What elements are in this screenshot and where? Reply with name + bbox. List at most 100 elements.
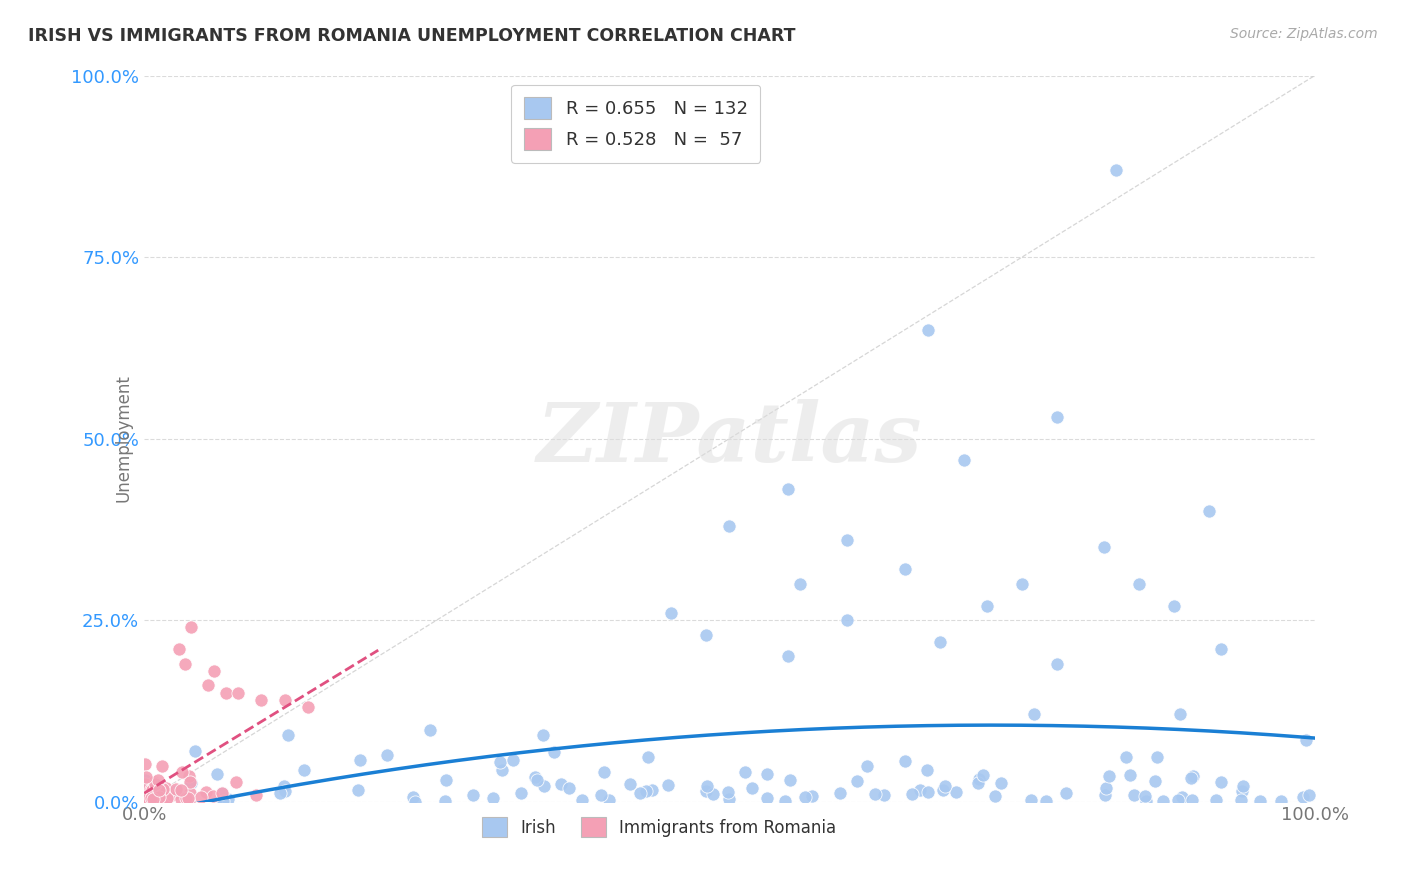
Point: [194, 785, 217, 799]
Point: [789, 576, 811, 591]
Point: [292, 763, 315, 777]
Point: [1095, 781, 1118, 796]
Point: [1054, 786, 1077, 800]
Point: [142, 792, 165, 806]
Point: [931, 783, 953, 797]
Point: [1146, 750, 1168, 764]
Point: [776, 649, 799, 664]
Text: Source: ZipAtlas.com: Source: ZipAtlas.com: [1230, 27, 1378, 41]
Point: [657, 779, 679, 793]
Point: [571, 792, 593, 806]
Point: [934, 779, 956, 793]
Point: [628, 786, 651, 800]
Point: [179, 786, 201, 800]
Point: [211, 786, 233, 800]
Point: [273, 784, 295, 798]
Point: [148, 790, 170, 805]
Point: [1181, 792, 1204, 806]
Point: [489, 755, 512, 769]
Point: [269, 787, 291, 801]
Point: [1094, 788, 1116, 802]
Point: [212, 794, 235, 808]
Point: [138, 790, 160, 805]
Point: [1270, 794, 1292, 808]
Point: [863, 788, 886, 802]
Point: [619, 777, 641, 791]
Point: [1167, 793, 1189, 807]
Point: [598, 792, 620, 806]
Point: [952, 453, 974, 467]
Point: [197, 678, 219, 692]
Point: [524, 770, 547, 784]
Point: [402, 789, 425, 804]
Point: [273, 693, 295, 707]
Point: [1295, 733, 1317, 747]
Point: [160, 788, 183, 802]
Point: [1152, 794, 1174, 808]
Point: [718, 792, 741, 806]
Point: [1092, 541, 1115, 555]
Point: [502, 753, 524, 767]
Point: [695, 784, 717, 798]
Point: [972, 767, 994, 781]
Point: [183, 744, 205, 758]
Point: [277, 728, 299, 742]
Point: [966, 776, 988, 790]
Point: [1119, 768, 1142, 782]
Point: [1046, 657, 1069, 671]
Point: [174, 657, 197, 671]
Point: [1135, 794, 1157, 808]
Point: [481, 791, 503, 805]
Point: [461, 788, 484, 802]
Point: [170, 764, 193, 779]
Point: [138, 793, 160, 807]
Point: [134, 772, 156, 787]
Point: [702, 788, 724, 802]
Point: [917, 763, 939, 777]
Point: [177, 794, 200, 808]
Point: [591, 789, 613, 803]
Point: [1022, 707, 1045, 722]
Point: [557, 780, 579, 795]
Point: [145, 777, 167, 791]
Text: IRISH VS IMMIGRANTS FROM ROMANIA UNEMPLOYMENT CORRELATION CHART: IRISH VS IMMIGRANTS FROM ROMANIA UNEMPLO…: [28, 27, 796, 45]
Point: [901, 787, 924, 801]
Point: [226, 686, 249, 700]
Point: [634, 784, 657, 798]
Point: [1105, 162, 1128, 177]
Point: [174, 790, 197, 805]
Point: [510, 786, 533, 800]
Point: [1292, 789, 1315, 804]
Point: [1168, 707, 1191, 722]
Point: [179, 769, 201, 783]
Point: [1163, 599, 1185, 613]
Point: [142, 788, 165, 802]
Point: [1230, 793, 1253, 807]
Point: [718, 518, 741, 533]
Point: [273, 779, 295, 793]
Point: [835, 613, 858, 627]
Point: [145, 789, 167, 804]
Point: [167, 642, 190, 657]
Point: [659, 606, 682, 620]
Point: [756, 790, 779, 805]
Point: [148, 782, 170, 797]
Point: [1198, 504, 1220, 518]
Point: [1046, 409, 1069, 424]
Point: [139, 789, 162, 804]
Point: [779, 773, 801, 788]
Point: [908, 782, 931, 797]
Point: [593, 765, 616, 780]
Point: [202, 664, 225, 678]
Point: [211, 792, 233, 806]
Point: [543, 745, 565, 759]
Point: [180, 620, 202, 634]
Point: [1249, 794, 1271, 808]
Point: [135, 770, 157, 784]
Point: [245, 788, 267, 802]
Point: [531, 728, 554, 742]
Point: [146, 779, 169, 793]
Point: [349, 753, 371, 767]
Point: [134, 792, 156, 806]
Point: [152, 781, 174, 796]
